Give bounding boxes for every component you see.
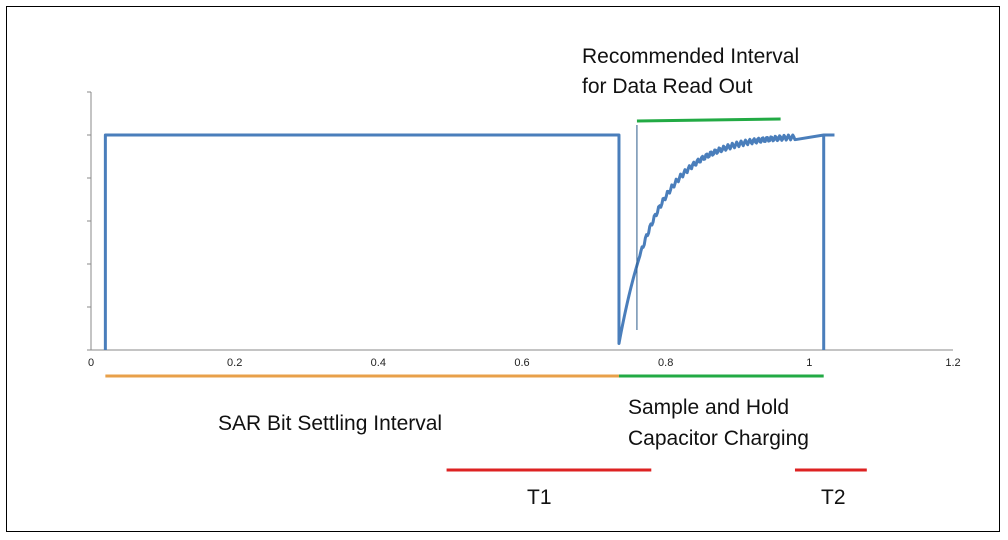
t2-label: T2 — [821, 486, 846, 509]
recommended-label-line1: Recommended Interval — [582, 45, 799, 68]
x-tick-label: 1.2 — [945, 357, 960, 369]
sample-hold-label-line1: Sample and Hold — [628, 396, 789, 419]
x-tick-label: 0.4 — [371, 357, 386, 369]
x-tick-label: 0.8 — [658, 357, 673, 369]
recommended-interval-bar — [636, 117, 781, 123]
sample-hold-label-line2: Capacitor Charging — [628, 427, 809, 450]
recommended-label-line2: for Data Read Out — [582, 75, 753, 98]
x-tick-label: 0.2 — [227, 357, 242, 369]
t1-label: T1 — [527, 486, 552, 509]
x-axis-ticks: 0 0.2 0.4 0.6 0.8 1 1.2 — [88, 357, 961, 369]
chart-frame — [6, 6, 1000, 532]
x-tick-label: 0 — [88, 357, 94, 369]
waveform-line — [103, 133, 835, 350]
x-tick-label: 0.6 — [514, 357, 529, 369]
sar-label: SAR Bit Settling Interval — [218, 412, 442, 435]
x-tick-label: 1 — [806, 357, 812, 369]
y-axis-ticks — [87, 91, 91, 351]
